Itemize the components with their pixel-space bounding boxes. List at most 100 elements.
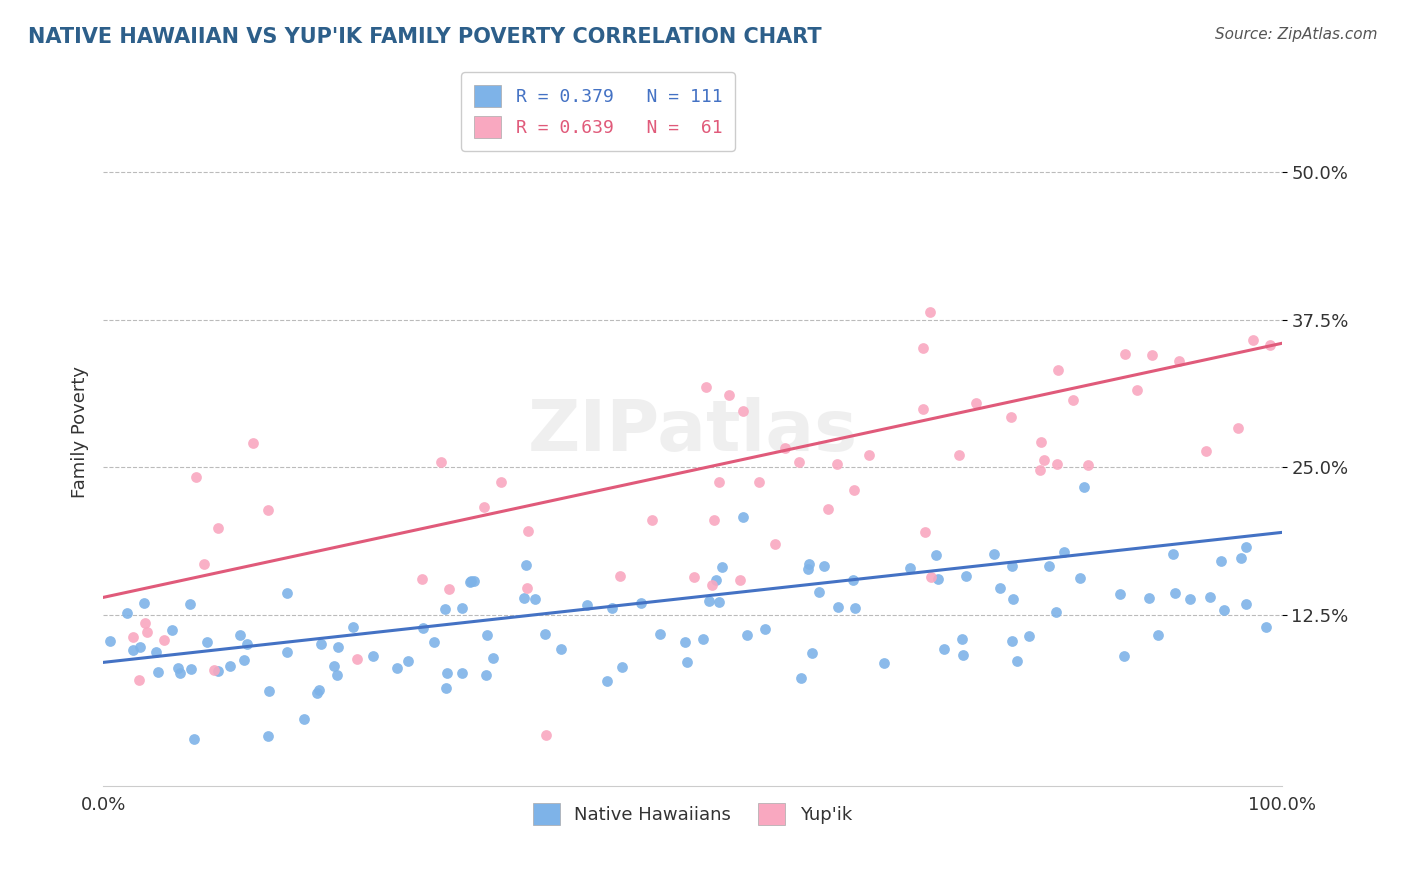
- Point: [129, 640, 152, 654]
- Point: [342, 620, 364, 634]
- Point: [914, 524, 936, 539]
- Point: [197, 634, 219, 648]
- Point: [309, 637, 332, 651]
- Point: [704, 574, 727, 588]
- Point: [1033, 453, 1056, 467]
- Point: [433, 602, 456, 616]
- Point: [323, 658, 346, 673]
- Point: [731, 403, 754, 417]
- Point: [912, 342, 935, 356]
- Text: NATIVE HAWAIIAN VS YUP'IK FAMILY POVERTY CORRELATION CHART: NATIVE HAWAIIAN VS YUP'IK FAMILY POVERTY…: [28, 27, 821, 46]
- Point: [411, 572, 433, 586]
- Point: [1114, 347, 1136, 361]
- Point: [307, 686, 329, 700]
- Point: [927, 572, 949, 586]
- Point: [1062, 392, 1084, 407]
- Point: [207, 665, 229, 679]
- Point: [385, 660, 408, 674]
- Text: ZIPatlas: ZIPatlas: [527, 398, 858, 467]
- Point: [276, 585, 298, 599]
- Point: [451, 665, 474, 680]
- Point: [1045, 605, 1067, 619]
- Point: [184, 469, 207, 483]
- Point: [1146, 628, 1168, 642]
- Point: [683, 570, 706, 584]
- Point: [950, 632, 973, 646]
- Point: [1126, 384, 1149, 398]
- Point: [718, 388, 741, 402]
- Point: [515, 558, 537, 572]
- Point: [790, 671, 813, 685]
- Point: [193, 557, 215, 571]
- Point: [707, 475, 730, 490]
- Point: [1046, 363, 1069, 377]
- Point: [800, 647, 823, 661]
- Point: [920, 304, 942, 318]
- Point: [737, 628, 759, 642]
- Point: [1005, 654, 1028, 668]
- Point: [1000, 409, 1022, 424]
- Point: [145, 645, 167, 659]
- Point: [1168, 354, 1191, 368]
- Point: [292, 712, 315, 726]
- Point: [202, 663, 225, 677]
- Point: [932, 641, 955, 656]
- Point: [948, 448, 970, 462]
- Point: [1164, 586, 1187, 600]
- Point: [412, 621, 434, 635]
- Point: [692, 632, 714, 647]
- Point: [797, 561, 820, 575]
- Point: [523, 591, 546, 606]
- Point: [276, 644, 298, 658]
- Point: [167, 661, 190, 675]
- Point: [242, 435, 264, 450]
- Point: [437, 582, 460, 596]
- Point: [153, 632, 176, 647]
- Point: [423, 634, 446, 648]
- Point: [1226, 420, 1249, 434]
- Point: [233, 653, 256, 667]
- Point: [1002, 591, 1025, 606]
- Point: [460, 574, 482, 588]
- Point: [516, 581, 538, 595]
- Point: [955, 569, 977, 583]
- Point: [773, 441, 796, 455]
- Legend: Native Hawaiians, Yup'ik: Native Hawaiians, Yup'ik: [524, 794, 860, 834]
- Point: [1161, 547, 1184, 561]
- Point: [763, 537, 786, 551]
- Point: [122, 643, 145, 657]
- Point: [825, 457, 848, 471]
- Point: [550, 641, 572, 656]
- Point: [1199, 591, 1222, 605]
- Point: [1069, 571, 1091, 585]
- Point: [575, 598, 598, 612]
- Point: [136, 624, 159, 639]
- Point: [709, 594, 731, 608]
- Point: [700, 578, 723, 592]
- Point: [827, 599, 849, 614]
- Point: [98, 634, 121, 648]
- Point: [648, 627, 671, 641]
- Point: [533, 627, 555, 641]
- Point: [988, 581, 1011, 595]
- Point: [128, 673, 150, 688]
- Point: [596, 674, 619, 689]
- Point: [146, 665, 169, 679]
- Point: [1109, 587, 1132, 601]
- Point: [475, 628, 498, 642]
- Point: [361, 648, 384, 663]
- Point: [430, 455, 453, 469]
- Point: [813, 559, 835, 574]
- Point: [1112, 648, 1135, 663]
- Point: [697, 594, 720, 608]
- Point: [789, 455, 811, 469]
- Point: [183, 732, 205, 747]
- Point: [898, 561, 921, 575]
- Point: [169, 665, 191, 680]
- Point: [1234, 597, 1257, 611]
- Point: [434, 681, 457, 696]
- Point: [1053, 544, 1076, 558]
- Point: [219, 659, 242, 673]
- Point: [132, 596, 155, 610]
- Point: [472, 500, 495, 515]
